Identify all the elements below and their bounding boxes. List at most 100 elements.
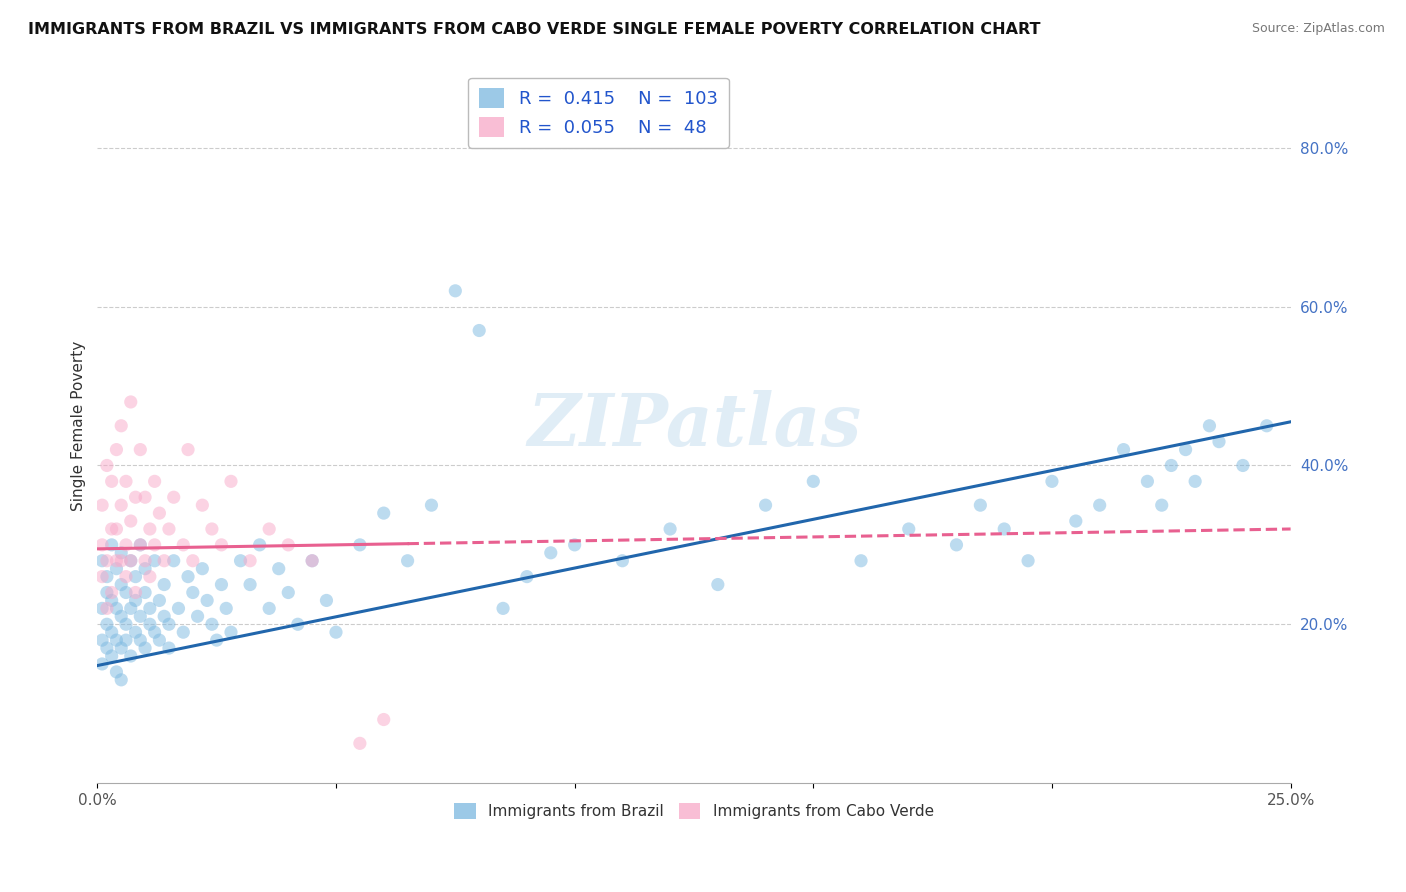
Point [1208,434,1230,449]
Point [172,538,194,552]
Point [148,633,170,648]
Point [120,554,142,568]
Point [96,617,118,632]
Point [444,284,467,298]
Point [1174,442,1197,457]
Point [120,395,142,409]
Point [124,585,146,599]
Point [157,641,180,656]
Point [659,522,682,536]
Point [96,554,118,568]
Point [1064,514,1087,528]
Point [134,490,156,504]
Point [177,569,200,583]
Point [143,538,166,552]
Point [115,585,138,599]
Point [105,554,128,568]
Point [105,665,128,679]
Point [707,577,730,591]
Point [373,713,395,727]
Point [91,601,114,615]
Point [301,554,323,568]
Point [373,506,395,520]
Point [301,554,323,568]
Point [129,442,152,457]
Point [612,554,634,568]
Legend: Immigrants from Brazil, Immigrants from Cabo Verde: Immigrants from Brazil, Immigrants from … [449,797,939,825]
Point [110,609,132,624]
Point [120,514,142,528]
Point [1198,418,1220,433]
Point [1232,458,1254,473]
Point [219,625,242,640]
Point [163,554,186,568]
Point [492,601,515,615]
Point [96,458,118,473]
Point [163,490,186,504]
Point [420,498,443,512]
Point [100,625,122,640]
Point [195,593,218,607]
Point [396,554,419,568]
Point [211,538,233,552]
Point [153,609,176,624]
Point [105,633,128,648]
Point [249,538,271,552]
Point [211,577,233,591]
Point [110,418,132,433]
Point [105,601,128,615]
Point [115,475,138,489]
Point [115,633,138,648]
Point [315,593,337,607]
Point [540,546,562,560]
Point [96,641,118,656]
Point [100,538,122,552]
Point [110,546,132,560]
Point [157,617,180,632]
Point [105,522,128,536]
Point [564,538,586,552]
Point [187,609,209,624]
Point [124,569,146,583]
Point [1112,442,1135,457]
Point [129,633,152,648]
Point [134,641,156,656]
Point [801,475,824,489]
Point [1017,554,1039,568]
Point [134,562,156,576]
Point [100,648,122,663]
Point [100,522,122,536]
Point [201,522,224,536]
Point [105,442,128,457]
Point [110,641,132,656]
Point [110,498,132,512]
Point [219,475,242,489]
Point [124,593,146,607]
Point [110,673,132,687]
Point [153,554,176,568]
Point [1040,475,1063,489]
Point [172,625,194,640]
Point [167,601,190,615]
Point [239,577,262,591]
Point [139,601,162,615]
Point [96,601,118,615]
Point [100,593,122,607]
Point [755,498,778,512]
Point [191,562,214,576]
Point [181,554,204,568]
Point [1256,418,1278,433]
Point [229,554,252,568]
Point [115,617,138,632]
Point [153,577,176,591]
Point [129,538,152,552]
Point [120,554,142,568]
Point [349,736,371,750]
Point [134,585,156,599]
Point [105,562,128,576]
Point [115,569,138,583]
Point [945,538,967,552]
Point [91,633,114,648]
Point [115,538,138,552]
Point [215,601,238,615]
